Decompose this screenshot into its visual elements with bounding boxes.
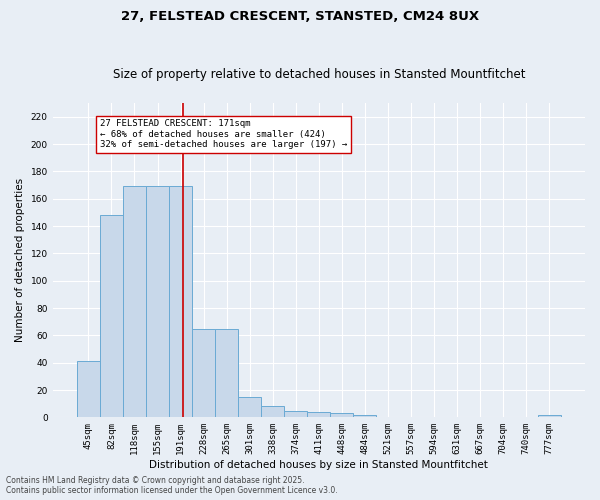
Bar (538, 414, 561, 418)
Title: Size of property relative to detached houses in Stansted Mountfitchet: Size of property relative to detached ho… (113, 68, 525, 81)
Bar (353, 414, 376, 418)
Bar (284, 410, 307, 418)
Bar (192, 328, 215, 418)
X-axis label: Distribution of detached houses by size in Stansted Mountfitchet: Distribution of detached houses by size … (149, 460, 488, 470)
Bar (215, 328, 238, 418)
Bar (261, 406, 284, 418)
Text: 27 FELSTEAD CRESCENT: 171sqm
← 68% of detached houses are smaller (424)
32% of s: 27 FELSTEAD CRESCENT: 171sqm ← 68% of de… (100, 120, 347, 149)
Text: 27, FELSTEAD CRESCENT, STANSTED, CM24 8UX: 27, FELSTEAD CRESCENT, STANSTED, CM24 8U… (121, 10, 479, 23)
Bar (146, 186, 169, 418)
Bar (169, 186, 192, 418)
Bar (77, 362, 100, 418)
Bar (331, 413, 353, 418)
Bar (123, 186, 146, 418)
Bar (307, 412, 331, 418)
Y-axis label: Number of detached properties: Number of detached properties (15, 178, 25, 342)
Text: Contains HM Land Registry data © Crown copyright and database right 2025.
Contai: Contains HM Land Registry data © Crown c… (6, 476, 338, 495)
Bar (100, 215, 123, 418)
Bar (238, 397, 261, 417)
